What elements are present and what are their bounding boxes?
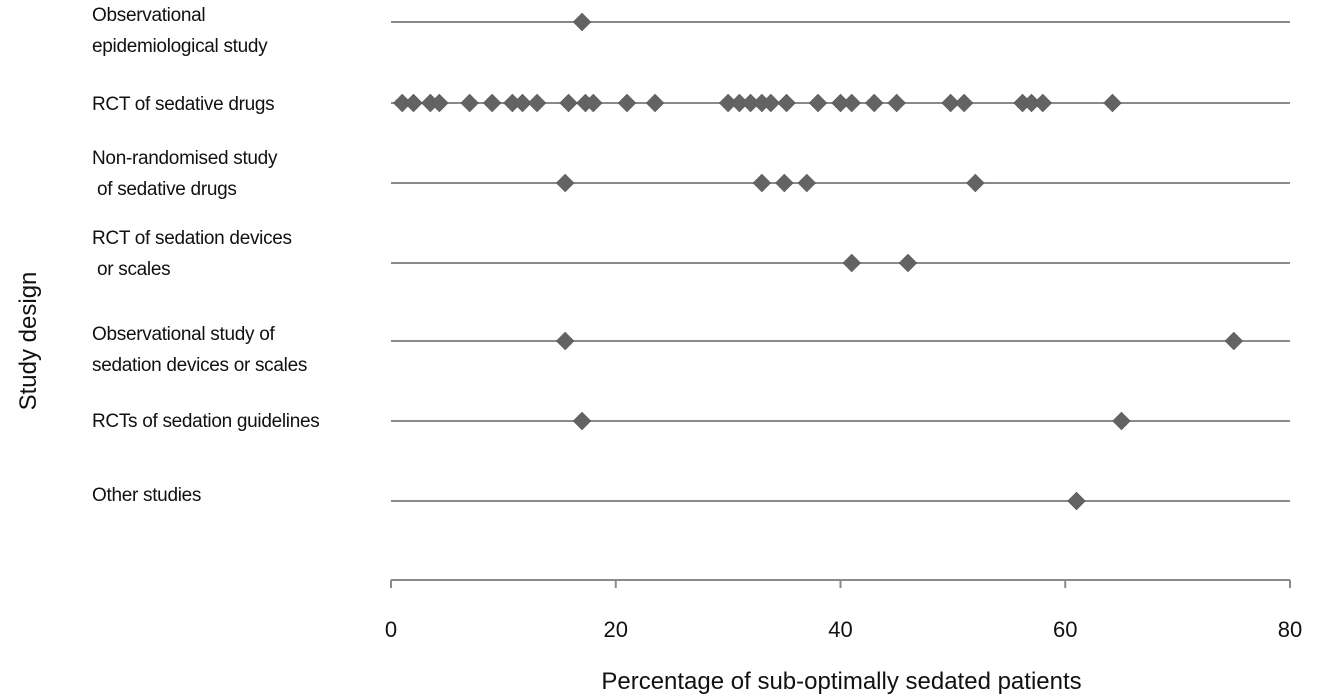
- category-label-line: of sedative drugs: [92, 179, 237, 200]
- data-point: [404, 93, 423, 113]
- category-label-line: RCTs of sedation guidelines: [92, 411, 319, 432]
- data-point: [555, 173, 575, 193]
- category-label-line: Observational: [92, 5, 205, 26]
- x-axis: 0 20 40 60 80: [385, 579, 1302, 642]
- category-label-line: Non-randomised study: [92, 148, 278, 169]
- data-markers: [392, 12, 1244, 511]
- x-tick-label: 40: [828, 617, 852, 642]
- category-label-line: RCT of sedation devices: [92, 228, 292, 249]
- data-point: [1103, 93, 1122, 113]
- data-point: [898, 253, 918, 273]
- x-tick-label: 0: [385, 617, 397, 642]
- data-point: [797, 173, 817, 193]
- category-label: Observational epidemiological study: [92, 5, 268, 57]
- data-point: [752, 173, 772, 193]
- category-label-line: or scales: [92, 259, 170, 280]
- data-point: [941, 93, 960, 113]
- data-point: [617, 93, 637, 113]
- data-point: [527, 93, 547, 113]
- x-tick-label: 20: [604, 617, 628, 642]
- data-point: [777, 93, 796, 113]
- data-point: [1033, 93, 1053, 113]
- data-point: [774, 173, 794, 193]
- category-label: RCTs of sedation guidelines: [92, 411, 319, 432]
- data-point: [559, 93, 578, 113]
- data-point: [842, 93, 862, 113]
- data-point: [645, 93, 665, 113]
- data-point: [761, 93, 781, 113]
- category-label: Other studies: [92, 485, 201, 506]
- data-point: [1224, 331, 1244, 351]
- data-point: [1067, 491, 1086, 511]
- data-point: [513, 93, 532, 113]
- category-label: Non-randomised study of sedative drugs: [92, 148, 278, 200]
- data-point: [572, 12, 592, 32]
- data-point: [864, 93, 884, 113]
- data-point: [954, 93, 974, 113]
- category-label: Observational study of sedation devices o…: [92, 324, 307, 376]
- x-tick-label: 60: [1053, 617, 1077, 642]
- category-label-line: sedation devices or scales: [92, 355, 307, 376]
- category-label: RCT of sedative drugs: [92, 94, 274, 115]
- data-point: [1112, 411, 1131, 431]
- data-point: [429, 93, 449, 113]
- category-labels: Observational epidemiological study RCT of…: [92, 5, 320, 506]
- data-point: [965, 173, 985, 193]
- x-axis-title: Percentage of sub-optimally sedated pati…: [601, 668, 1081, 695]
- data-point: [555, 331, 575, 351]
- data-point: [572, 411, 592, 431]
- category-label: RCT of sedation devices or scales: [92, 228, 292, 280]
- data-point: [583, 93, 603, 113]
- data-point: [482, 93, 502, 113]
- x-tick-label: 80: [1278, 617, 1302, 642]
- y-axis-title: Study design: [15, 272, 42, 411]
- category-label-line: RCT of sedative drugs: [92, 94, 274, 115]
- data-point: [808, 93, 828, 113]
- category-label-line: epidemiological study: [92, 36, 268, 57]
- data-point: [842, 253, 862, 273]
- data-point: [460, 93, 480, 113]
- category-label-line: Observational study of: [92, 324, 275, 345]
- data-point: [887, 93, 907, 113]
- category-label-line: Other studies: [92, 485, 201, 506]
